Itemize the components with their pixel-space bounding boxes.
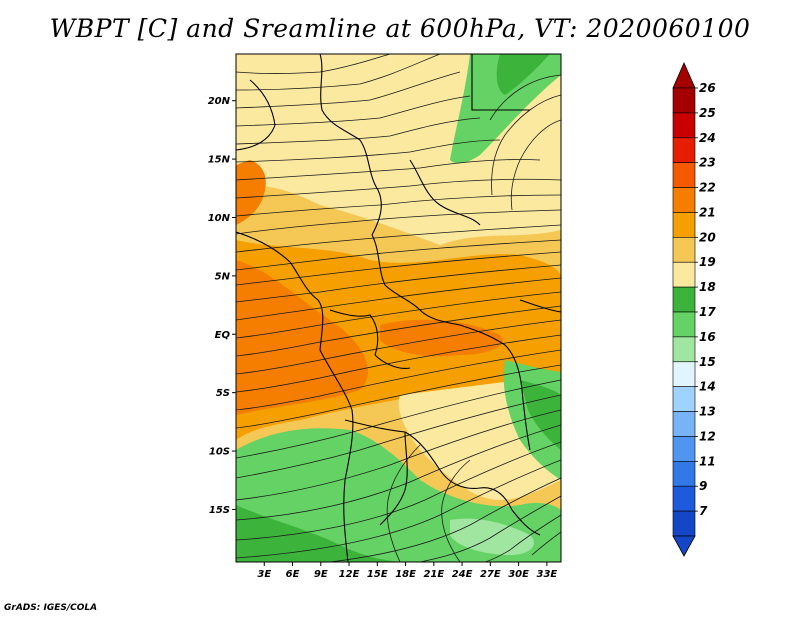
colorbar-label: 14 — [699, 380, 716, 394]
map-frame — [235, 53, 562, 563]
field-south-18 — [236, 505, 400, 562]
colorbar-swatch — [672, 436, 696, 462]
lon-tick-label: 3E — [257, 569, 271, 580]
wbpt-field — [236, 54, 561, 562]
colorbar-swatch — [672, 137, 696, 163]
lat-tick-label: 15N — [208, 155, 231, 166]
lat-tick-label: EQ — [215, 330, 231, 341]
colorbar-label: 19 — [699, 255, 716, 269]
colorbar-label: 18 — [699, 280, 716, 294]
colorbar-label: 17 — [699, 305, 716, 319]
latitude-axis: 20N 15N 10N 5N EQ 5S 10S 15S — [208, 96, 236, 516]
colorbar-swatch — [672, 361, 696, 387]
colorbar-swatch — [672, 237, 696, 263]
lon-tick-label: 15E — [367, 569, 388, 580]
colorbar-label: 12 — [699, 429, 716, 443]
map-title: WBPT [C] and Sreamline at 600hPa, VT: 20… — [49, 14, 751, 43]
colorbar-swatch — [672, 461, 696, 487]
colorbar-swatch — [672, 510, 696, 537]
lon-tick-label: 6E — [286, 569, 300, 580]
country-borders — [236, 54, 561, 562]
colorbar-label: 9 — [699, 479, 707, 493]
longitude-axis: 3E 6E 9E 12E 15E 18E 21E 24E 27E 30E 33E — [257, 562, 557, 580]
lat-tick-label: 15S — [209, 505, 230, 516]
lat-tick-label: 10N — [208, 213, 231, 224]
lon-tick-label: 24E — [452, 569, 473, 580]
colorbar-label: 15 — [699, 355, 716, 369]
lon-tick-label: 21E — [423, 569, 444, 580]
colorbar-swatch — [672, 485, 696, 512]
lon-tick-label: 9E — [314, 569, 328, 580]
lat-tick-label: 20N — [208, 96, 231, 107]
field-ne-17 — [450, 54, 561, 164]
colorbar-label: 13 — [699, 405, 716, 419]
streamlines — [236, 54, 561, 562]
colorbar-label: 7 — [699, 504, 708, 518]
colorbar-swatch — [672, 87, 696, 114]
lon-tick-label: 33E — [536, 569, 557, 580]
colorbar-top-arrow — [672, 62, 696, 89]
colorbar-label: 20 — [699, 230, 716, 244]
colorbar-swatch — [672, 286, 696, 313]
colorbar-swatch — [672, 386, 696, 412]
colorbar-label: 11 — [699, 454, 716, 468]
colorbar-label: 21 — [699, 205, 716, 219]
colorbar-label: 25 — [699, 106, 716, 120]
lon-tick-label: 18E — [395, 569, 416, 580]
lon-tick-label: 30E — [508, 569, 529, 580]
colorbar: 26 25 24 23 22 21 20 19 18 17 16 15 14 13 12 11 9 7 — [672, 62, 716, 557]
field-ne-18 — [496, 54, 550, 95]
colorbar-swatch — [672, 112, 696, 139]
colorbar-swatch — [672, 261, 696, 288]
credit-label: GrADS: IGES/COLA — [4, 603, 98, 613]
colorbar-swatch — [672, 311, 696, 338]
lon-tick-label: 27E — [480, 569, 501, 580]
colorbar-swatch — [672, 411, 696, 437]
colorbar-label: 24 — [699, 131, 716, 145]
field-core-22b — [236, 160, 266, 225]
colorbar-label: 23 — [699, 156, 716, 170]
colorbar-label: 22 — [699, 181, 716, 195]
lat-tick-label: 10S — [209, 447, 230, 458]
colorbar-bottom-arrow — [672, 535, 696, 557]
lat-tick-label: 5N — [215, 271, 231, 282]
colorbar-label: 16 — [699, 330, 716, 344]
lon-tick-label: 12E — [339, 569, 360, 580]
colorbar-label: 26 — [699, 81, 716, 95]
colorbar-swatch — [672, 336, 696, 363]
colorbar-swatch — [672, 212, 696, 238]
colorbar-swatch — [672, 187, 696, 213]
lat-tick-label: 5S — [216, 388, 230, 399]
colorbar-swatch — [672, 162, 696, 188]
